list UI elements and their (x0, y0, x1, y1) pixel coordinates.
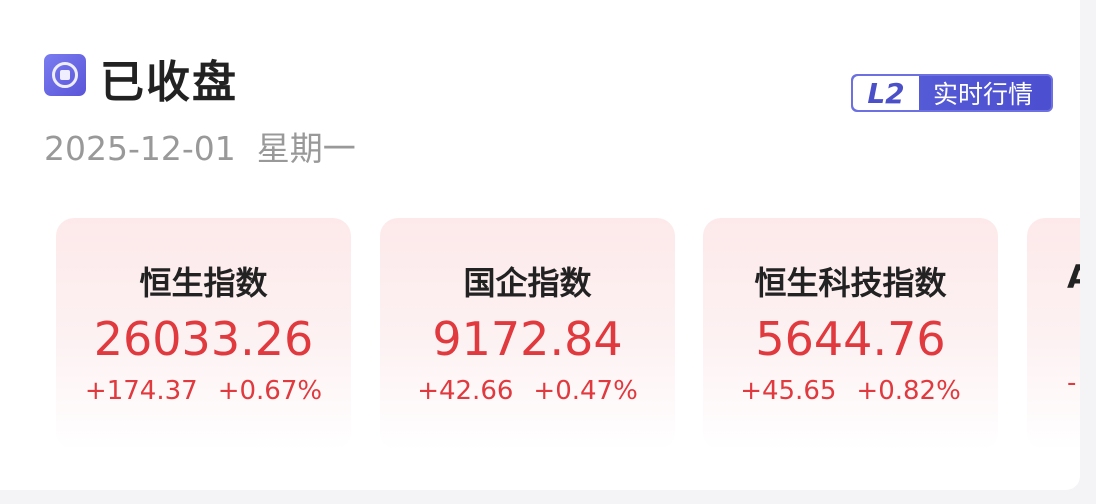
index-change: +45.65 (740, 376, 837, 406)
index-name: 恒生科技指数 (754, 264, 947, 302)
index-name: 国企指数 (463, 264, 592, 302)
index-card-hsi[interactable]: 恒生指数 26033.26 +174.37 +0.67% (56, 218, 351, 450)
index-card-hscei[interactable]: 国企指数 9172.84 +42.66 +0.47% (380, 218, 675, 450)
index-card-hstech[interactable]: 恒生科技指数 5644.76 +45.65 +0.82% (703, 218, 998, 450)
index-percent: +0.67% (217, 376, 323, 406)
date-text: 2025-12-01 (44, 129, 236, 168)
trading-date: 2025-12-01 星期一 (44, 122, 356, 170)
market-status-panel: 已收盘 2025-12-01 星期一 L2 实时行情 恒生指数 26033.26… (0, 0, 1080, 490)
index-name: 恒生指数 (139, 264, 268, 302)
index-value (1067, 304, 1080, 358)
index-name: A (1067, 258, 1080, 296)
index-percent: +0.82% (856, 376, 961, 406)
l2-label: 实时行情 (933, 80, 1034, 109)
l2-realtime-button[interactable]: L2 实时行情 (851, 74, 1053, 112)
index-value: 5644.76 (755, 312, 946, 366)
index-percent: +0.47% (533, 376, 638, 406)
l2-logo: L2 (853, 76, 919, 110)
index-card-partial[interactable]: A - (1027, 218, 1080, 450)
market-status-title: 已收盘 (100, 57, 238, 108)
market-closed-icon (44, 54, 86, 96)
index-change: +174.37 (84, 376, 198, 406)
index-change: - (1067, 368, 1077, 398)
index-value: 26033.26 (93, 312, 314, 366)
index-value: 9172.84 (432, 312, 623, 366)
index-change: +42.66 (417, 376, 514, 406)
weekday-text: 星期一 (256, 129, 356, 168)
